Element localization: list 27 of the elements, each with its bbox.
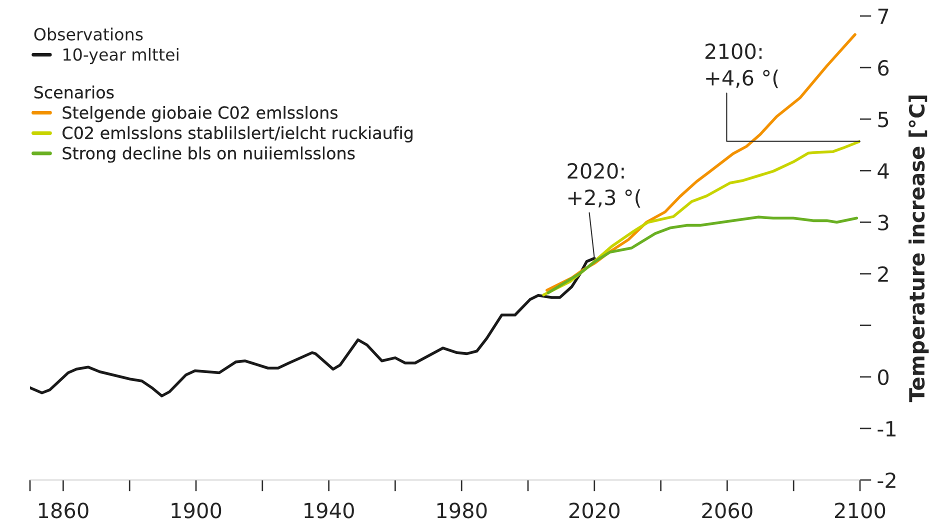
y-tick-label: 3 [878, 214, 888, 230]
y-axis-title: Temperature increase [°C] [908, 96, 929, 402]
legend-label: C02 emlsslons stablilslert/ielcht ruckiaufig [62, 126, 412, 142]
x-tick-label: 2020 [569, 502, 620, 518]
legend-label: Stelgende giobaie C02 emlsslons [62, 106, 338, 122]
y-tick-label: -1 [878, 421, 896, 436]
line-series [30, 256, 596, 398]
x-tick-label: 2100 [835, 502, 886, 518]
line-series [546, 216, 858, 294]
x-tick-label: 1940 [304, 502, 354, 518]
y-tick-label: 7 [878, 8, 888, 24]
y-tick-label: 2 [878, 266, 888, 282]
y-tick-label: 0 [878, 369, 889, 386]
legend-label: Strong decline bls on nuiiemlsslons [62, 146, 355, 163]
x-tick-label: 1860 [38, 502, 88, 518]
annotation: 2020: +2,3 °( [568, 163, 640, 208]
x-tick-label: 1980 [437, 502, 487, 518]
y-tick-label: 5 [878, 112, 888, 128]
y-tick-label: 4 [878, 163, 889, 179]
y-tick-label: -2 [878, 472, 896, 488]
x-tick-label: 2060 [702, 502, 752, 518]
text: Observations [34, 28, 143, 41]
legend-label: 10-year mlttei [64, 48, 178, 64]
x-tick-label: 1900 [172, 502, 222, 518]
text: Scenarios [34, 86, 114, 99]
annotation: 2100: +4,6 °( [705, 43, 778, 88]
y-tick-label: 6 [878, 60, 889, 76]
